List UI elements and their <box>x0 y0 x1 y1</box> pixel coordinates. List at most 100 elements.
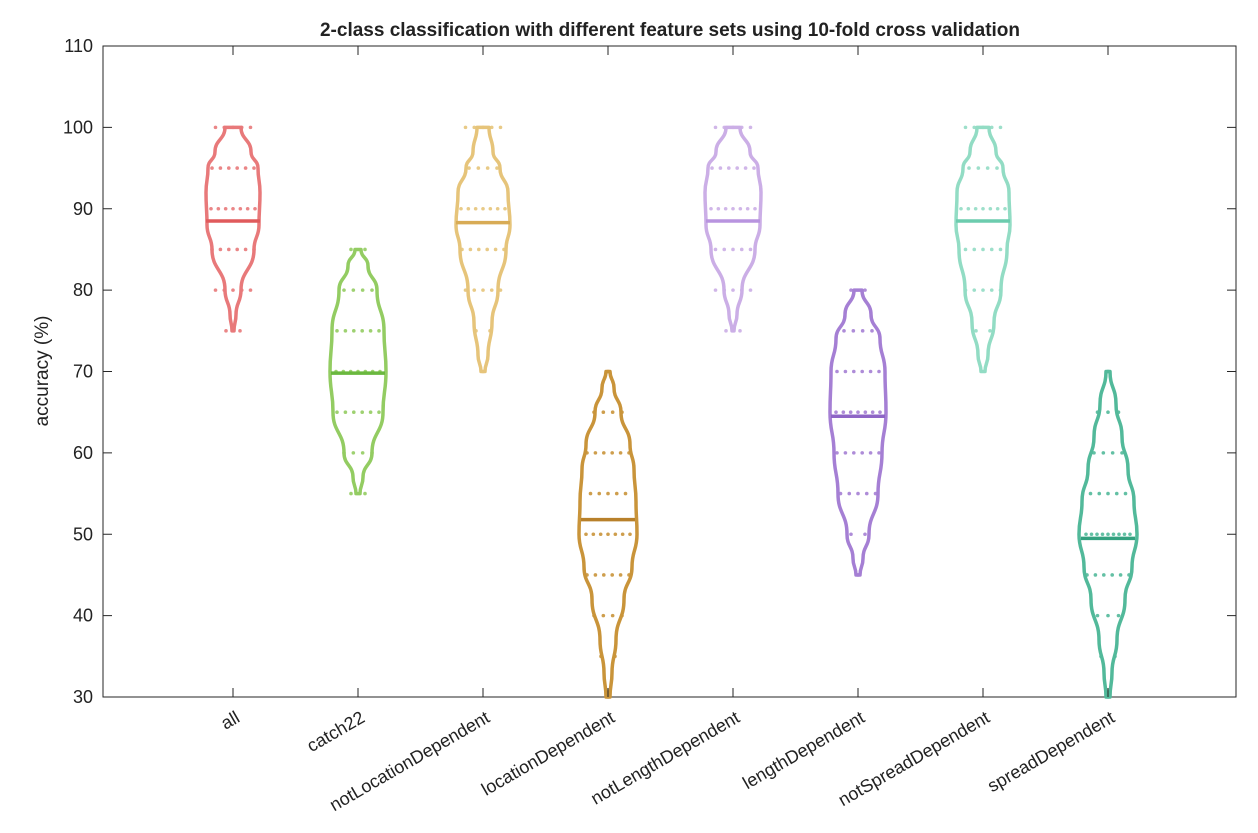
violin-notSpreadDependent <box>954 125 1012 374</box>
data-point <box>1084 532 1088 537</box>
data-point <box>860 451 864 455</box>
data-point <box>210 166 214 170</box>
data-point <box>1106 613 1110 618</box>
data-point <box>748 288 753 292</box>
data-point <box>998 247 1003 252</box>
data-point <box>620 613 624 618</box>
data-point <box>972 247 977 252</box>
data-point <box>1114 491 1119 496</box>
data-point <box>466 206 471 211</box>
violin-outline <box>454 125 512 374</box>
data-point <box>868 451 873 455</box>
data-point <box>835 369 839 374</box>
data-point <box>856 410 860 414</box>
data-point <box>722 288 727 292</box>
data-point <box>248 288 253 292</box>
data-point <box>1095 613 1100 618</box>
data-point <box>224 329 228 333</box>
data-point <box>1113 654 1117 659</box>
violin-all <box>204 125 262 333</box>
data-point <box>731 247 735 252</box>
data-point <box>863 532 867 537</box>
data-point <box>468 247 473 252</box>
data-point <box>231 288 235 292</box>
data-point <box>227 247 231 252</box>
data-point <box>710 166 714 170</box>
data-point <box>593 451 598 455</box>
data-point <box>1116 410 1121 414</box>
y-tick-label: 110 <box>64 36 93 56</box>
data-point <box>998 125 1003 130</box>
data-point <box>868 369 873 374</box>
data-point <box>253 206 257 211</box>
chart-title: 2-class classification with different fe… <box>320 20 1020 41</box>
data-point <box>252 247 256 252</box>
data-point <box>243 247 248 252</box>
data-point <box>493 247 498 252</box>
data-point <box>335 410 339 414</box>
data-point <box>360 451 365 455</box>
data-point <box>1100 532 1105 537</box>
data-point <box>472 125 477 130</box>
violin-outline <box>204 125 262 333</box>
data-point <box>588 491 593 496</box>
data-point <box>593 573 598 577</box>
data-point <box>722 125 727 130</box>
data-point <box>477 247 481 252</box>
data-point <box>343 329 348 333</box>
data-point <box>252 166 256 170</box>
data-point <box>245 206 250 211</box>
data-point <box>591 532 596 537</box>
data-point <box>1102 573 1106 577</box>
data-point <box>878 410 882 414</box>
data-point <box>349 491 353 496</box>
data-point <box>843 369 848 374</box>
data-point <box>223 206 228 211</box>
data-point <box>981 288 985 292</box>
data-point <box>363 491 367 496</box>
data-point <box>745 206 750 211</box>
data-point <box>743 166 748 170</box>
data-point <box>227 166 231 170</box>
data-point <box>502 247 506 252</box>
data-point <box>610 451 614 455</box>
data-point <box>724 329 728 333</box>
data-point <box>585 451 589 455</box>
data-point <box>752 166 756 170</box>
data-point <box>467 166 471 170</box>
data-point <box>485 166 490 170</box>
y-tick-label: 40 <box>73 606 93 626</box>
x-tick-label: lengthDependent <box>739 707 868 793</box>
data-point <box>1092 451 1096 455</box>
data-point <box>1117 532 1121 537</box>
data-point <box>606 491 610 496</box>
data-point <box>1116 613 1121 618</box>
data-point <box>860 329 865 333</box>
x-tick-label: catch22 <box>303 707 368 756</box>
data-point <box>709 206 713 211</box>
data-point <box>463 125 468 130</box>
data-point <box>731 288 735 292</box>
data-point <box>870 329 874 333</box>
data-point <box>985 166 990 170</box>
data-point <box>489 288 494 292</box>
data-point <box>628 532 632 537</box>
y-tick-label: 80 <box>73 280 93 300</box>
data-point <box>718 166 723 170</box>
data-point <box>613 654 617 659</box>
data-point <box>731 125 735 130</box>
data-point <box>503 206 507 211</box>
data-point <box>870 410 875 414</box>
data-point <box>1101 451 1106 455</box>
data-point <box>739 125 744 130</box>
data-point <box>738 329 742 333</box>
data-point <box>713 288 718 292</box>
data-point <box>248 125 253 130</box>
data-point <box>1128 532 1132 537</box>
data-point <box>989 125 994 130</box>
data-point <box>1106 369 1110 374</box>
data-point <box>989 247 994 252</box>
data-point <box>335 329 339 333</box>
data-point <box>748 125 753 130</box>
